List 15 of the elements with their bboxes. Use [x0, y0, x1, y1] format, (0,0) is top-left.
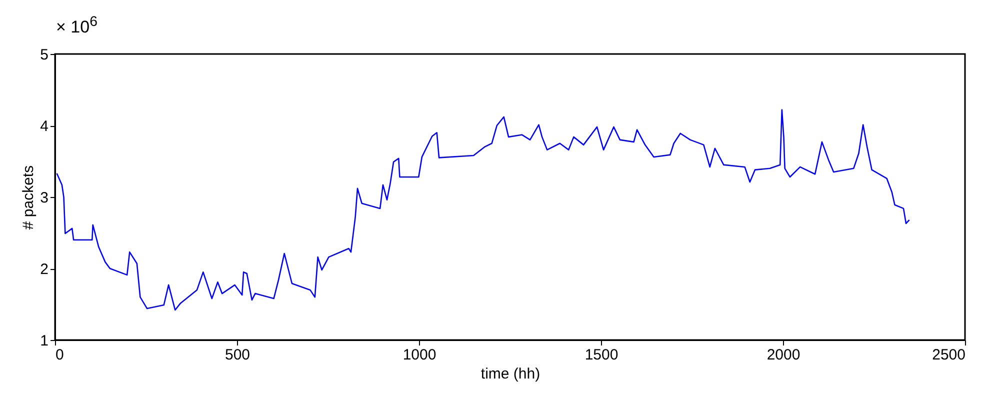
y-tick-label: 3	[40, 190, 48, 206]
y-tick-label: 4	[40, 118, 48, 135]
text: × 10$^{6}$	[56, 14, 98, 38]
x-axis-title: time (hh)	[480, 366, 540, 382]
y-axis-title: # packets	[20, 165, 38, 230]
y-tick-label: 2	[40, 261, 48, 278]
x-tick-label: 1500	[584, 346, 618, 364]
x-tick-label: 2000	[766, 346, 800, 364]
x-tick-label: 1000	[402, 346, 436, 364]
y-tick-label: 1	[40, 332, 48, 350]
x-tick-label: 2500	[932, 346, 966, 364]
y-tick-label: 5	[40, 46, 48, 64]
x-tick-label: 500	[224, 346, 250, 364]
line-series	[56, 109, 910, 311]
x-tick-label: 0	[56, 346, 64, 364]
